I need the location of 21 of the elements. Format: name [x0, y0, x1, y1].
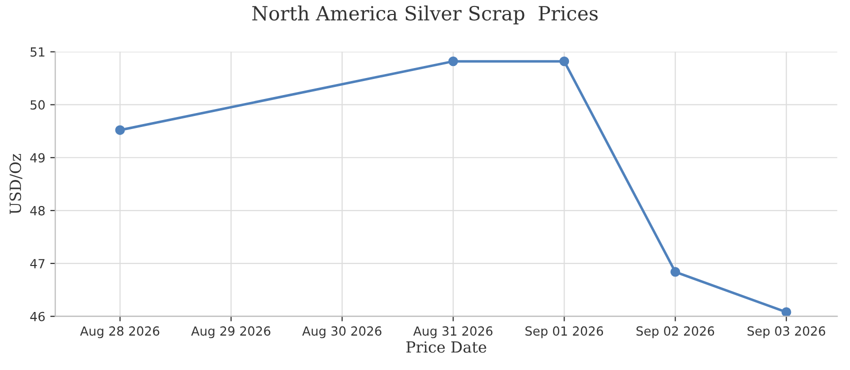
x-tick-label: Aug 29 2026 [191, 326, 270, 338]
point [448, 56, 458, 66]
x-tick-label: Aug 31 2026 [413, 326, 492, 338]
point [115, 125, 125, 135]
chart-title: North America Silver Scrap Prices [252, 6, 598, 24]
y-tick-label: 46 [30, 312, 45, 322]
y-tick-label: 49 [30, 153, 45, 163]
y-tick-label: 48 [30, 206, 45, 216]
y-tick-label: 50 [30, 100, 45, 110]
x-tick-label: Sep 02 2026 [636, 326, 714, 338]
x-axis-title: Price Date [406, 341, 486, 353]
x-tick-label: Aug 28 2026 [80, 326, 160, 338]
x-tick-label: Sep 01 2026 [525, 326, 604, 338]
x-tick-label: Aug 30 2026 [302, 326, 382, 338]
x-tick-label: Sep 03 2026 [748, 326, 826, 338]
point [559, 56, 570, 66]
point [781, 307, 792, 316]
point [670, 267, 680, 277]
y-tick-label: 51 [30, 47, 44, 57]
y-tick-label: 47 [30, 259, 44, 268]
y-axis-title: USD/Oz [10, 154, 22, 214]
